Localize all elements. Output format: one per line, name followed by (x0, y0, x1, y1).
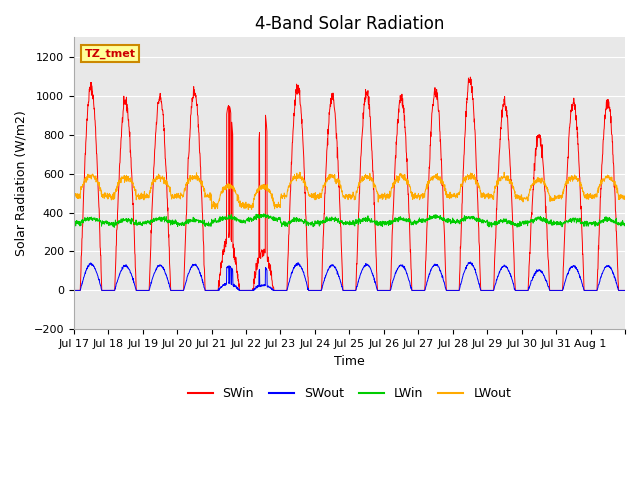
LWin (614, 221, 621, 227)
SWout (125, 266, 132, 272)
LWout (125, 177, 132, 183)
SWin (547, 288, 554, 293)
SWout (547, 288, 554, 293)
LWout (547, 195, 555, 201)
LWin (70, 221, 77, 227)
Line: LWin: LWin (74, 214, 625, 228)
LWout (383, 192, 390, 198)
Line: SWout: SWout (74, 262, 625, 290)
LWin (516, 221, 524, 227)
LWout (614, 185, 621, 191)
SWout (244, 288, 252, 293)
LWin (547, 220, 555, 226)
LWin (125, 217, 133, 223)
SWout (70, 288, 77, 293)
X-axis label: Time: Time (334, 355, 365, 368)
LWout (621, 193, 629, 199)
LWin (621, 222, 629, 228)
SWin (125, 123, 132, 129)
SWout (614, 284, 621, 289)
Line: LWout: LWout (74, 172, 625, 210)
Line: SWin: SWin (74, 77, 625, 290)
SWout (383, 288, 390, 293)
LWout (244, 207, 252, 213)
SWout (621, 288, 629, 293)
SWin (70, 288, 77, 293)
SWout (467, 259, 474, 265)
Text: TZ_tmet: TZ_tmet (85, 48, 136, 59)
SWin (621, 288, 629, 293)
LWin (383, 219, 390, 225)
SWin (244, 288, 252, 293)
LWout (516, 194, 524, 200)
Y-axis label: Solar Radiation (W/m2): Solar Radiation (W/m2) (15, 110, 28, 256)
LWout (70, 193, 77, 199)
LWout (244, 204, 252, 210)
SWout (516, 288, 524, 293)
SWin (467, 74, 474, 80)
SWin (383, 288, 390, 293)
LWin (244, 218, 252, 224)
LWin (110, 225, 118, 230)
SWin (614, 256, 621, 262)
Legend: SWin, SWout, LWin, LWout: SWin, SWout, LWin, LWout (182, 382, 516, 405)
LWout (296, 169, 303, 175)
Title: 4-Band Solar Radiation: 4-Band Solar Radiation (255, 15, 444, 33)
LWin (260, 211, 268, 217)
SWin (516, 288, 524, 293)
